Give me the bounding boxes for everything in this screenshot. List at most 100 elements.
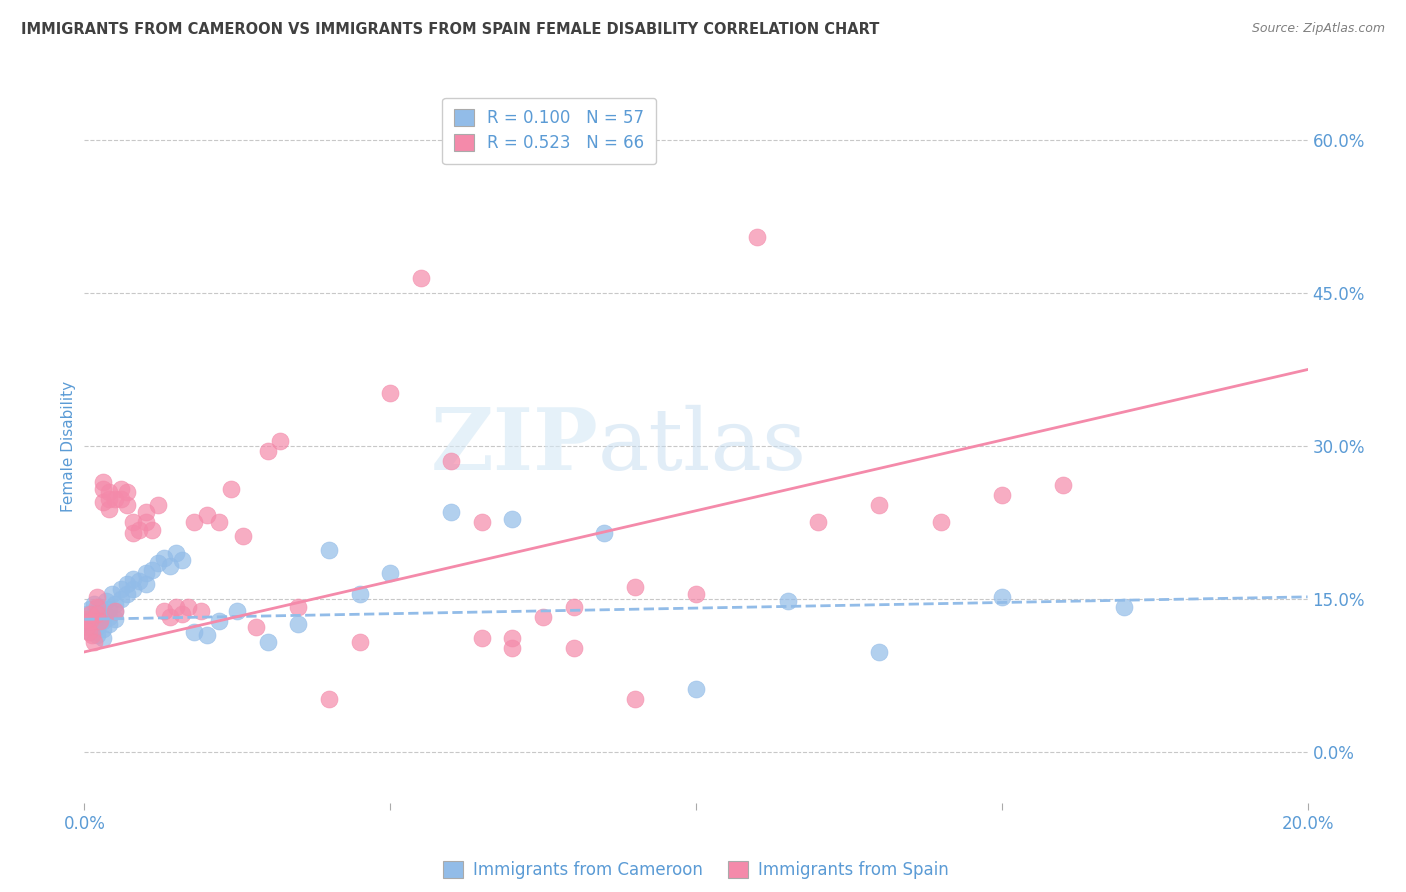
Point bbox=[89, 600, 111, 615]
Point bbox=[593, 525, 616, 540]
Point bbox=[257, 634, 280, 648]
Point bbox=[86, 612, 108, 626]
Point bbox=[869, 645, 891, 659]
Point bbox=[929, 516, 952, 530]
Point bbox=[122, 572, 145, 586]
Point bbox=[208, 615, 231, 629]
Point bbox=[97, 491, 120, 506]
Point bbox=[624, 691, 647, 706]
Point bbox=[146, 498, 169, 512]
Point bbox=[172, 607, 194, 622]
Point bbox=[104, 604, 127, 618]
Point bbox=[110, 482, 132, 496]
Point bbox=[869, 498, 891, 512]
Point bbox=[79, 602, 101, 616]
Point bbox=[257, 444, 280, 458]
Point bbox=[747, 230, 769, 244]
Point bbox=[128, 574, 150, 588]
Point bbox=[502, 640, 524, 655]
Point bbox=[77, 615, 100, 629]
Point bbox=[76, 620, 98, 634]
Point bbox=[531, 610, 554, 624]
Point bbox=[195, 627, 218, 641]
Point bbox=[91, 475, 114, 489]
Point bbox=[115, 484, 138, 499]
Point bbox=[165, 600, 187, 615]
Point bbox=[110, 591, 132, 606]
Point bbox=[141, 523, 163, 537]
Point bbox=[380, 386, 402, 401]
Point bbox=[86, 604, 108, 618]
Point bbox=[115, 498, 138, 512]
Point bbox=[624, 580, 647, 594]
Point bbox=[104, 612, 127, 626]
Point bbox=[269, 434, 291, 448]
Point bbox=[991, 488, 1014, 502]
Point bbox=[287, 600, 309, 615]
Point bbox=[122, 525, 145, 540]
Point bbox=[776, 594, 799, 608]
Point bbox=[141, 563, 163, 577]
Legend: Immigrants from Cameroon, Immigrants from Spain: Immigrants from Cameroon, Immigrants fro… bbox=[434, 853, 957, 888]
Point bbox=[440, 454, 463, 468]
Point bbox=[83, 597, 105, 611]
Point bbox=[471, 516, 494, 530]
Point bbox=[91, 607, 114, 622]
Text: IMMIGRANTS FROM CAMEROON VS IMMIGRANTS FROM SPAIN FEMALE DISABILITY CORRELATION : IMMIGRANTS FROM CAMEROON VS IMMIGRANTS F… bbox=[21, 22, 880, 37]
Point bbox=[97, 502, 120, 516]
Point bbox=[226, 604, 249, 618]
Point bbox=[440, 505, 463, 519]
Point bbox=[86, 627, 108, 641]
Point bbox=[104, 604, 127, 618]
Point bbox=[318, 691, 340, 706]
Point bbox=[89, 615, 111, 629]
Point bbox=[219, 482, 242, 496]
Point bbox=[83, 623, 105, 637]
Point bbox=[502, 631, 524, 645]
Point bbox=[380, 566, 402, 581]
Point bbox=[122, 516, 145, 530]
Point bbox=[91, 482, 114, 496]
Point bbox=[110, 491, 132, 506]
Point bbox=[97, 484, 120, 499]
Point bbox=[122, 582, 145, 596]
Point bbox=[471, 631, 494, 645]
Point bbox=[80, 610, 103, 624]
Point bbox=[86, 590, 108, 604]
Point bbox=[79, 607, 101, 622]
Point bbox=[146, 556, 169, 570]
Point bbox=[153, 604, 176, 618]
Point bbox=[101, 587, 124, 601]
Point bbox=[86, 620, 108, 634]
Point bbox=[183, 624, 205, 639]
Point bbox=[83, 634, 105, 648]
Point bbox=[1052, 477, 1074, 491]
Point bbox=[562, 600, 585, 615]
Point bbox=[349, 634, 371, 648]
Point bbox=[159, 610, 181, 624]
Point bbox=[91, 495, 114, 509]
Point bbox=[502, 512, 524, 526]
Point bbox=[172, 553, 194, 567]
Point bbox=[153, 551, 176, 566]
Point bbox=[195, 508, 218, 523]
Point bbox=[128, 523, 150, 537]
Point bbox=[165, 546, 187, 560]
Point bbox=[183, 516, 205, 530]
Point bbox=[685, 587, 707, 601]
Point bbox=[287, 617, 309, 632]
Point bbox=[97, 617, 120, 632]
Point bbox=[135, 505, 157, 519]
Point bbox=[1114, 600, 1136, 615]
Point bbox=[190, 604, 212, 618]
Point bbox=[91, 631, 114, 645]
Point bbox=[75, 612, 97, 626]
Point bbox=[97, 602, 120, 616]
Point bbox=[97, 610, 120, 624]
Point bbox=[409, 270, 432, 285]
Point bbox=[115, 576, 138, 591]
Point bbox=[562, 640, 585, 655]
Point bbox=[76, 607, 98, 622]
Point bbox=[80, 627, 103, 641]
Point bbox=[318, 543, 340, 558]
